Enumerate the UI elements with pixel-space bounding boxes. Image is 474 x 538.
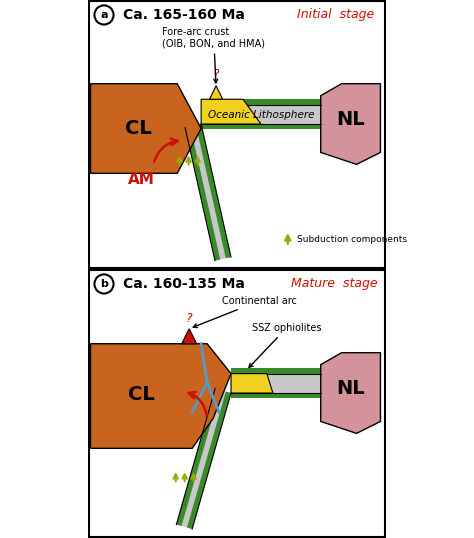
Text: SSZ ophiolites: SSZ ophiolites xyxy=(249,323,321,367)
Polygon shape xyxy=(210,86,223,99)
Text: NL: NL xyxy=(336,110,365,129)
Text: Continental arc: Continental arc xyxy=(193,296,297,328)
Text: ?: ? xyxy=(186,312,192,325)
Polygon shape xyxy=(231,373,273,393)
Polygon shape xyxy=(201,99,321,104)
Polygon shape xyxy=(185,124,231,260)
Polygon shape xyxy=(201,124,321,130)
Text: AM: AM xyxy=(128,172,155,187)
Polygon shape xyxy=(321,353,381,434)
Polygon shape xyxy=(201,104,321,124)
Polygon shape xyxy=(176,388,231,529)
Text: Oceanic Lithosphere: Oceanic Lithosphere xyxy=(208,110,314,120)
Polygon shape xyxy=(201,99,261,129)
Polygon shape xyxy=(185,126,220,260)
Polygon shape xyxy=(187,392,231,529)
Polygon shape xyxy=(176,388,220,526)
Text: Fore-arc crust
(OIB, BON, and HMA): Fore-arc crust (OIB, BON, and HMA) xyxy=(162,27,265,83)
Polygon shape xyxy=(231,373,321,393)
Polygon shape xyxy=(91,344,231,448)
Text: Initial  stage: Initial stage xyxy=(297,9,374,22)
Text: CL: CL xyxy=(128,385,155,404)
FancyArrowPatch shape xyxy=(189,392,207,416)
Text: a: a xyxy=(100,10,108,20)
Text: Mature  stage: Mature stage xyxy=(291,278,377,291)
Polygon shape xyxy=(231,368,321,373)
Text: CL: CL xyxy=(125,119,152,138)
Polygon shape xyxy=(91,84,201,173)
Polygon shape xyxy=(196,124,231,258)
Text: ?: ? xyxy=(213,68,219,81)
Polygon shape xyxy=(321,84,381,165)
Polygon shape xyxy=(182,329,197,344)
Text: Ca. 160-135 Ma: Ca. 160-135 Ma xyxy=(123,277,246,291)
FancyArrowPatch shape xyxy=(154,139,178,162)
Text: Subduction components: Subduction components xyxy=(297,235,407,244)
Text: b: b xyxy=(100,279,108,289)
Text: Ca. 165-160 Ma: Ca. 165-160 Ma xyxy=(123,8,246,22)
Text: NL: NL xyxy=(336,379,365,398)
Polygon shape xyxy=(231,393,321,399)
